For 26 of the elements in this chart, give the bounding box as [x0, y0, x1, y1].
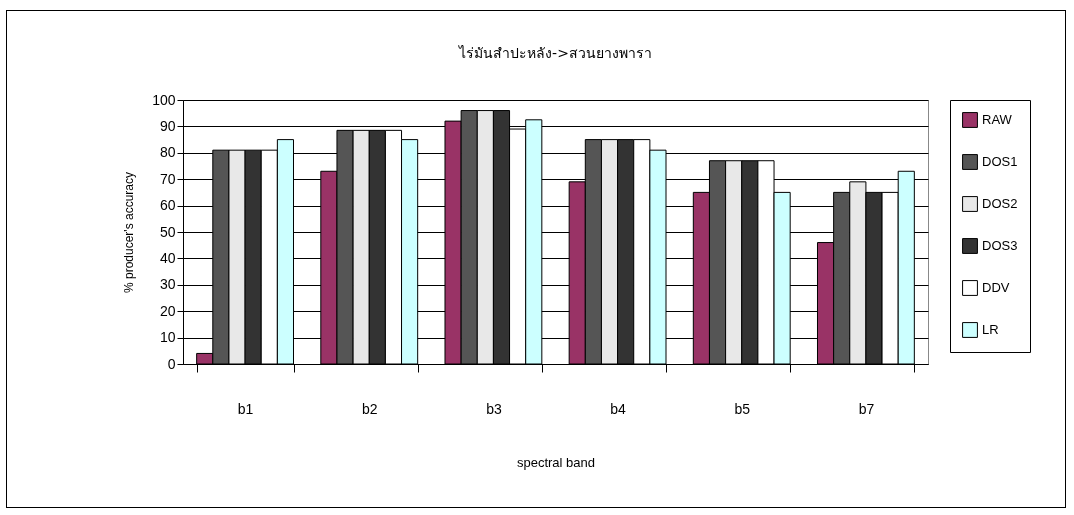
chart-title: ไร่มันสำปะหลัง->สวนยางพารา	[458, 45, 652, 61]
y-tick-label: 60	[159, 197, 176, 214]
x-tick-label: b2	[361, 400, 378, 417]
y-tick-label: 40	[159, 249, 176, 266]
x-tick-label: b5	[734, 400, 751, 417]
legend-label: DOS3	[982, 238, 1018, 253]
x-tick-label: b4	[610, 400, 627, 417]
legend-label: DDV	[982, 280, 1010, 295]
y-tick-label: 0	[167, 355, 176, 372]
y-tick-label: 20	[159, 302, 176, 319]
x-tick-label: b1	[237, 400, 254, 417]
y-axis-title: % producer's accuracy	[122, 171, 137, 294]
x-tick-label: b7	[858, 400, 875, 417]
legend-label: DOS1	[982, 154, 1018, 169]
x-axis-title: spectral band	[516, 454, 596, 470]
x-tick-label: b3	[486, 400, 502, 417]
y-tick-label: 90	[159, 117, 176, 134]
y-tick-label: 80	[159, 144, 176, 161]
y-tick-label: 10	[159, 329, 176, 346]
legend-label: DOS2	[982, 196, 1018, 211]
y-tick-label: 50	[159, 223, 176, 240]
y-tick-label: 30	[159, 276, 176, 293]
legend-label: RAW	[982, 112, 1013, 127]
y-tick-label: 70	[159, 170, 176, 187]
legend-label: LR	[982, 322, 999, 337]
y-tick-label: 100	[152, 91, 176, 108]
